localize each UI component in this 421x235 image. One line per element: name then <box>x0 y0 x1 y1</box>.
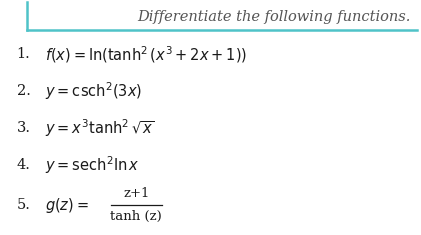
Text: $y = x^3 \tanh^2 \sqrt{x}$: $y = x^3 \tanh^2 \sqrt{x}$ <box>45 117 155 139</box>
Text: $g(z) = $: $g(z) = $ <box>45 196 89 215</box>
Text: 4.: 4. <box>16 158 30 172</box>
Text: 3.: 3. <box>16 121 31 135</box>
Text: tanh (z): tanh (z) <box>110 210 162 223</box>
Text: $y = \mathrm{csch}^2(3x)$: $y = \mathrm{csch}^2(3x)$ <box>45 80 143 102</box>
Text: z+1: z+1 <box>123 188 149 200</box>
Text: $f(x) = \ln(\tanh^2(x^3 + 2x + 1))$: $f(x) = \ln(\tanh^2(x^3 + 2x + 1))$ <box>45 44 248 65</box>
Text: 1.: 1. <box>16 47 30 61</box>
Text: Differentiate the following functions.: Differentiate the following functions. <box>137 10 410 24</box>
Text: 5.: 5. <box>16 198 30 212</box>
Text: 2.: 2. <box>16 84 30 98</box>
Text: $y = \mathrm{sech}^2 \ln x$: $y = \mathrm{sech}^2 \ln x$ <box>45 154 140 176</box>
